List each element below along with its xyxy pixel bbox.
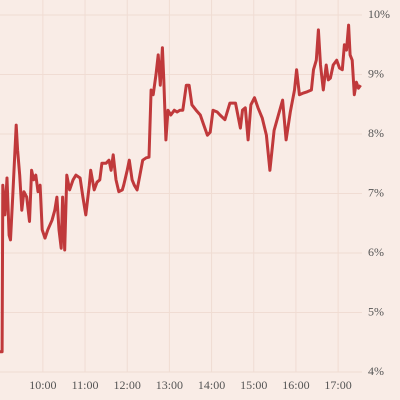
y-tick-label: 10% <box>368 7 390 21</box>
x-tick-label: 17:00 <box>324 378 351 392</box>
y-tick-label: 9% <box>368 66 384 80</box>
x-tick-label: 15:00 <box>240 378 267 392</box>
x-tick-label: 14:00 <box>198 378 225 392</box>
y-tick-label: 6% <box>368 245 384 259</box>
y-tick-label: 5% <box>368 304 384 318</box>
x-tick-label: 16:00 <box>282 378 309 392</box>
x-tick-label: 12:00 <box>114 378 141 392</box>
x-tick-label: 10:00 <box>29 378 56 392</box>
line-series <box>0 23 362 354</box>
y-tick-label: 8% <box>368 126 384 140</box>
y-tick-label: 7% <box>368 185 384 199</box>
y-tick-label: 4% <box>368 364 384 378</box>
x-tick-label: 13:00 <box>156 378 183 392</box>
x-tick-label: 11:00 <box>72 378 99 392</box>
